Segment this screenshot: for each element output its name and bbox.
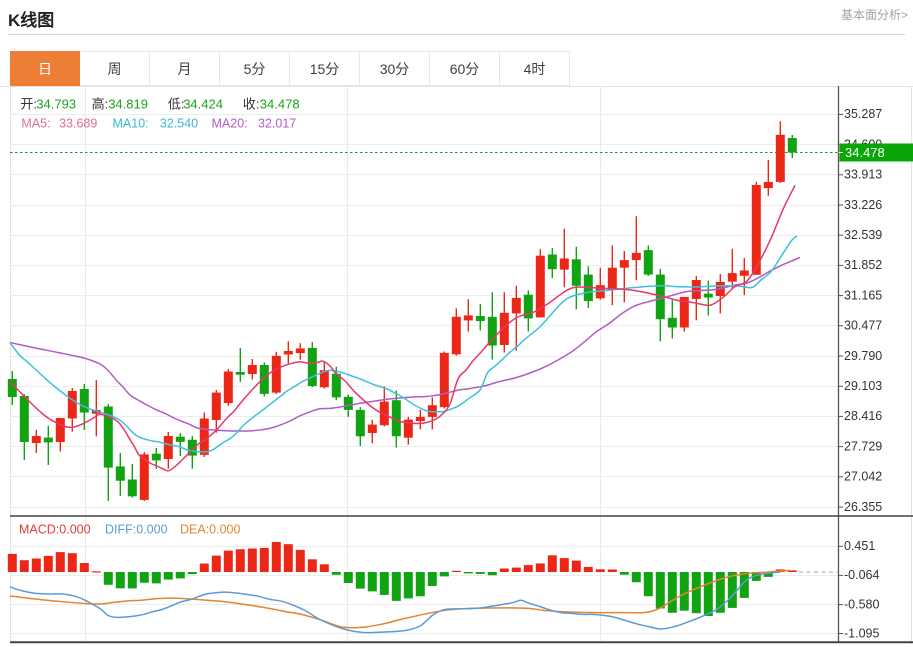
svg-text:-1.095: -1.095 <box>844 626 879 640</box>
svg-text:-0.580: -0.580 <box>844 597 879 611</box>
svg-text:31.165: 31.165 <box>844 288 882 302</box>
svg-text:26.355: 26.355 <box>844 500 882 514</box>
svg-text:27.729: 27.729 <box>844 439 882 453</box>
svg-text:28.416: 28.416 <box>844 409 882 423</box>
svg-text:29.790: 29.790 <box>844 349 882 363</box>
svg-text:34.478: 34.478 <box>845 145 885 160</box>
svg-text:33.226: 33.226 <box>844 198 882 212</box>
svg-text:0.451: 0.451 <box>844 539 875 553</box>
svg-text:33.913: 33.913 <box>844 168 882 182</box>
svg-text:-0.064: -0.064 <box>844 568 879 582</box>
svg-text:27.042: 27.042 <box>844 470 882 484</box>
svg-text:29.103: 29.103 <box>844 379 882 393</box>
svg-text:30.477: 30.477 <box>844 319 882 333</box>
svg-text:35.287: 35.287 <box>844 107 882 121</box>
svg-text:32.539: 32.539 <box>844 228 882 242</box>
svg-text:31.852: 31.852 <box>844 258 882 272</box>
